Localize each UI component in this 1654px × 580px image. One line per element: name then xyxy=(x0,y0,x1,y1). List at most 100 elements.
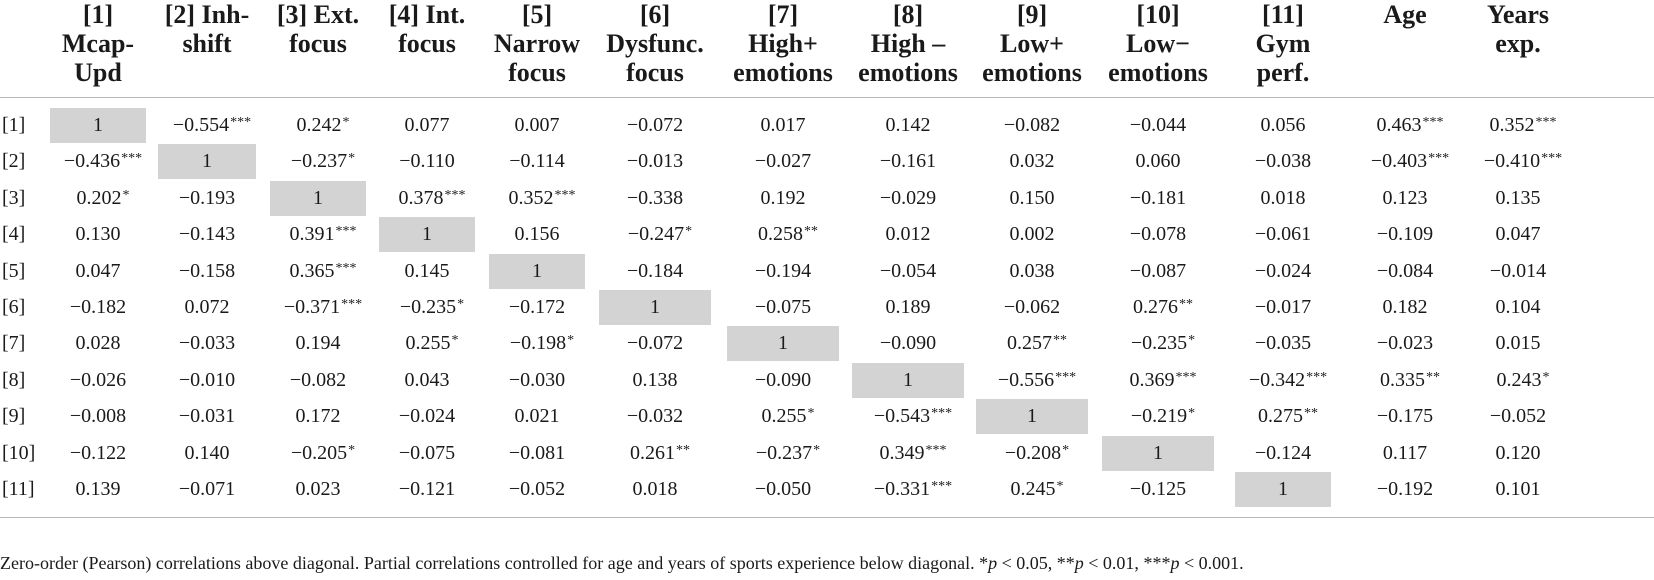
significance-stars: ** xyxy=(676,442,690,458)
correlation-cell: −0.062 xyxy=(1004,296,1060,319)
table-footnote: Zero-order (Pearson) correlations above … xyxy=(0,553,1244,573)
correlation-cell: −0.208* xyxy=(1005,442,1069,465)
cell-value: −0.031 xyxy=(178,405,236,428)
cell-value: 0.135 xyxy=(1495,186,1541,209)
significance-stars: *** xyxy=(335,224,357,240)
row-label: [10] xyxy=(2,441,36,464)
cell-value: 1 xyxy=(1027,405,1037,428)
cell-value: −0.143 xyxy=(178,223,236,246)
cell-value: −0.247 xyxy=(627,223,685,246)
correlation-cell: 0.258** xyxy=(758,223,818,246)
correlation-cell: −0.087 xyxy=(1130,260,1186,283)
correlation-cell: −0.027 xyxy=(755,150,811,173)
cell-value: −0.198 xyxy=(509,332,567,355)
cell-value: 0.255 xyxy=(405,332,451,355)
correlation-cell: −0.121 xyxy=(399,478,455,501)
correlation-cell: 0.242* xyxy=(297,114,350,137)
cell-value: 0.117 xyxy=(1382,441,1428,464)
column-header-age: Age xyxy=(1330,0,1480,29)
column-header-line: emotions xyxy=(733,58,833,87)
correlation-cell: −0.024 xyxy=(399,405,455,428)
correlation-cell: 0.139 xyxy=(76,478,121,501)
cell-value: −0.184 xyxy=(626,259,684,282)
significance-stars: ** xyxy=(1426,369,1440,385)
correlation-cell: 0.038 xyxy=(1010,260,1055,283)
cell-value: 1 xyxy=(93,114,103,136)
cell-value: −0.014 xyxy=(1489,259,1547,282)
cell-value: 0.156 xyxy=(514,223,560,246)
row-label: [9] xyxy=(2,405,26,428)
column-header-line: Years xyxy=(1486,0,1550,29)
correlation-cell: 0.077 xyxy=(405,114,450,137)
cell-value: 0.391 xyxy=(289,223,335,246)
cell-value: −0.052 xyxy=(508,478,566,500)
correlation-cell: −0.235* xyxy=(400,296,464,319)
correlation-cell: −0.184 xyxy=(627,260,683,283)
correlation-cell: 0.189 xyxy=(886,296,931,319)
correlation-cell: 0.275** xyxy=(1258,405,1318,428)
correlation-cell: 0.245* xyxy=(1011,478,1064,501)
cell-value: −0.338 xyxy=(626,186,684,209)
column-header-line: [1] xyxy=(82,0,114,29)
significance-stars: * xyxy=(1056,479,1064,494)
significance-stars: *** xyxy=(931,479,953,494)
correlation-cell: −0.050 xyxy=(755,478,811,501)
correlation-cell: 0.194 xyxy=(296,332,341,355)
correlation-cell: 0.028 xyxy=(76,332,121,355)
cell-value: −0.072 xyxy=(626,114,684,136)
cell-value: −0.038 xyxy=(1254,150,1312,173)
column-header-line: Low+ xyxy=(1000,29,1064,58)
diagonal-cell-value: 1 xyxy=(1153,442,1163,465)
cell-value: 0.172 xyxy=(295,405,341,428)
correlation-cell: −0.090 xyxy=(755,369,811,392)
correlation-cell: 0.202* xyxy=(77,187,130,210)
correlation-cell: −0.219* xyxy=(1131,405,1195,428)
significance-stars: * xyxy=(348,442,356,458)
cell-value: −0.237 xyxy=(290,150,348,173)
correlation-cell: −0.182 xyxy=(70,296,126,319)
column-header-8: [8] High – emotions xyxy=(833,0,983,87)
correlation-cell: 0.463*** xyxy=(1377,114,1444,137)
correlation-cell: −0.125 xyxy=(1130,478,1186,501)
cell-value: −0.342 xyxy=(1248,368,1306,391)
correlation-cell: −0.082 xyxy=(1004,114,1060,137)
correlation-cell: −0.038 xyxy=(1255,150,1311,173)
significance-stars: *** xyxy=(341,297,363,312)
column-header-line: Gym xyxy=(1255,29,1311,58)
correlation-cell: −0.114 xyxy=(509,150,565,173)
correlation-cell: 0.261** xyxy=(630,442,690,465)
significance-stars: *** xyxy=(1428,151,1450,167)
cell-value: 0.245 xyxy=(1010,478,1056,500)
correlation-cell: −0.029 xyxy=(880,187,936,210)
cell-value: 0.189 xyxy=(885,296,931,318)
correlation-cell: −0.235* xyxy=(1131,332,1195,355)
column-header-4: [4] Int. focus xyxy=(352,0,502,58)
correlation-cell: −0.075 xyxy=(755,296,811,319)
column-header-line: High – xyxy=(870,29,946,58)
correlation-cell: 0.018 xyxy=(633,478,678,501)
cell-value: 0.463 xyxy=(1376,114,1422,136)
column-header-line: [9] xyxy=(1016,0,1048,29)
column-header-line: focus xyxy=(508,58,566,87)
column-header-line: Dysfunc. xyxy=(606,29,704,58)
cell-value: 0.261 xyxy=(630,441,675,464)
correlation-cell: 0.378*** xyxy=(399,187,466,210)
cell-value: 0.335 xyxy=(1380,368,1425,391)
column-header-line: emotions xyxy=(1108,58,1208,87)
cell-value: −0.235 xyxy=(399,296,457,318)
correlation-cell: 0.192 xyxy=(761,187,806,210)
cell-value: 0.369 xyxy=(1129,368,1175,391)
cell-value: −0.090 xyxy=(754,368,812,391)
correlation-cell: 0.257** xyxy=(1007,332,1067,355)
cell-value: 1 xyxy=(778,332,788,355)
significance-stars: *** xyxy=(230,115,252,130)
cell-value: 0.202 xyxy=(76,186,122,209)
cell-value: −0.017 xyxy=(1254,296,1312,318)
significance-stars: *** xyxy=(444,187,466,203)
cell-value: 0.056 xyxy=(1260,114,1306,136)
correlation-cell: −0.084 xyxy=(1377,260,1433,283)
significance-stars: * xyxy=(122,187,130,203)
correlation-cell: −0.143 xyxy=(179,223,235,246)
significance-stars: ** xyxy=(1053,333,1067,349)
cell-value: −0.024 xyxy=(398,405,456,428)
